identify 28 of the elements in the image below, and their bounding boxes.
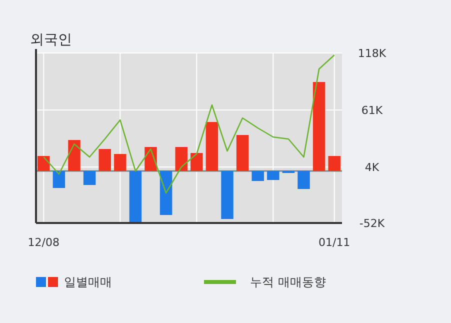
bar: [298, 171, 310, 189]
line-series: [43, 54, 335, 194]
bar: [328, 156, 340, 171]
bar: [221, 171, 234, 219]
bar: [38, 156, 50, 171]
bar: [190, 153, 203, 171]
y-tick-label: 118K: [358, 47, 387, 60]
bar: [206, 122, 218, 171]
bar: [312, 82, 326, 171]
bar: [129, 171, 142, 222]
bar: [114, 154, 126, 171]
legend-label: 누적 매매동향: [250, 275, 326, 289]
y-tick-label: -52K: [359, 217, 386, 230]
bar: [236, 135, 249, 171]
x-tick-label: 12/08: [28, 236, 60, 249]
bar: [52, 171, 66, 188]
legend-label: 일별매매: [64, 275, 112, 289]
bar: [83, 171, 96, 185]
bar: [68, 140, 80, 171]
bar: [267, 171, 280, 180]
bar: [252, 171, 264, 181]
bar: [175, 147, 188, 171]
y-tick-label: 4K: [364, 161, 380, 174]
bar: [160, 171, 172, 215]
y-tick-label: 61K: [361, 104, 384, 117]
x-tick-label: 01/11: [318, 236, 350, 249]
chart-title: 외국인: [30, 32, 72, 48]
bar: [98, 149, 111, 171]
